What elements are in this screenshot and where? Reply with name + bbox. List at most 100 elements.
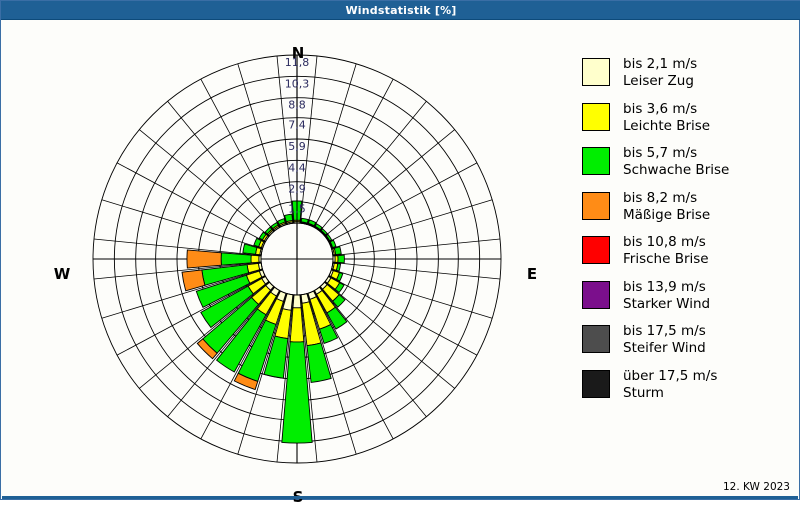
grid-spoke: [328, 275, 478, 356]
legend-speed-label: bis 8,2 m/s: [623, 189, 698, 206]
legend-name-label: Mäßige Brise: [623, 206, 711, 223]
grid-spoke: [101, 199, 263, 249]
rose-petal-segment: [325, 233, 333, 242]
rose-petal-segment: [276, 218, 286, 226]
rose-petal-segment: [337, 254, 345, 264]
grid-spoke: [167, 286, 275, 417]
rose-petal-segment: [200, 285, 254, 329]
rose-petal-segment: [334, 282, 345, 294]
rose-petal-segment: [263, 335, 289, 379]
legend-item[interactable]: bis 13,9 m/s Starker Wind: [582, 279, 797, 313]
grid-spoke: [93, 238, 262, 256]
radial-tick-label: 2,9: [288, 183, 306, 196]
rose-petal-segment: [242, 243, 258, 255]
rose-petal-segment: [264, 226, 273, 235]
window-title-bar: Windstatistik [%]: [1, 1, 800, 20]
grid-spoke: [139, 281, 270, 389]
legend-label: bis 2,1 m/s Leiser Zug: [623, 56, 697, 90]
legend-color-swatch: [582, 280, 610, 309]
grid-spoke: [307, 63, 357, 225]
legend-color-swatch: [582, 369, 610, 398]
rose-petal-segment: [326, 306, 348, 330]
legend-color-swatch: [582, 325, 610, 353]
grid-spoke: [313, 290, 394, 440]
legend-speed-label: bis 3,6 m/s: [623, 100, 698, 117]
grid-spoke: [328, 162, 478, 243]
grid-spoke: [237, 293, 287, 455]
grid-spoke: [300, 55, 318, 224]
grid-spoke: [300, 294, 318, 463]
grid-spoke: [332, 262, 501, 280]
grid-spoke: [319, 101, 427, 232]
rose-petal-segment: [314, 223, 323, 231]
radial-tick-label: 10,3: [285, 77, 310, 90]
rose-petal-segment: [250, 254, 260, 264]
window-title: Windstatistik [%]: [345, 3, 457, 17]
grid-spoke: [324, 281, 455, 389]
grid-spoke: [307, 293, 357, 455]
rose-petal-segment: [292, 294, 302, 309]
radial-tick-labels: 1,5 2,9 4,4 5,9 7,4 8,8 10,3 11,8: [285, 56, 310, 216]
grid-spoke: [167, 101, 275, 232]
legend-speed-label: bis 13,9 m/s: [623, 278, 706, 295]
grid-spoke: [276, 294, 294, 463]
legend-item[interactable]: bis 8,2 m/s Mäßige Brise: [582, 190, 797, 224]
legend-name-label: Frische Brise: [623, 251, 709, 267]
legend: bis 2,1 m/s Leiser Zug bis 3,6 m/s Leichte …: [582, 56, 797, 412]
legend-item[interactable]: bis 3,6 m/s Leichte Brise: [582, 101, 797, 135]
rose-petal-segment: [195, 274, 251, 308]
rose-petal-segment: [289, 307, 305, 343]
legend-label: bis 8,2 m/s Mäßige Brise: [623, 190, 710, 224]
legend-label: bis 5,7 m/s Schwache Brise: [623, 145, 729, 179]
compass-label-west: W: [53, 265, 71, 283]
legend-speed-label: bis 5,7 m/s: [623, 145, 698, 161]
rose-petal-segment: [253, 237, 262, 248]
radial-tick-label: 1,5: [288, 203, 306, 216]
rose-petal-segment: [329, 239, 337, 249]
rose-petals: [181, 200, 348, 444]
grid-spoke: [324, 129, 455, 237]
rose-petal-segment: [233, 372, 259, 391]
legend-item[interactable]: bis 2,1 m/s Leiser Zug: [582, 56, 797, 90]
legend-item[interactable]: bis 10,8 m/s Frische Brise: [582, 234, 797, 268]
legend-color-swatch: [582, 102, 610, 131]
wind-rose-chart: 1,5 2,9 4,4 5,9 7,4 8,8 10,3 11,8: [92, 54, 502, 464]
grid-spoke: [116, 275, 266, 356]
legend-speed-label: über 17,5 m/s: [623, 367, 718, 384]
rose-petal-segment: [181, 269, 206, 292]
footer-week-label: 12. KW 2023: [723, 481, 790, 493]
rose-petal-segment: [332, 294, 346, 308]
radial-tick-label: 11,8: [285, 56, 310, 69]
rose-petal-segment: [307, 219, 317, 227]
legend-item[interactable]: über 17,5 m/s Sturm: [582, 368, 797, 402]
rose-petal-segment: [318, 323, 339, 345]
grid-spoke: [313, 78, 394, 228]
rose-petal-segment: [336, 272, 344, 282]
legend-name-label: Leichte Brise: [623, 117, 711, 134]
window-bottom-bar: [2, 496, 798, 499]
radial-tick-label: 7,4: [288, 119, 306, 132]
legend-item[interactable]: bis 17,5 m/s Steifer Wind: [582, 323, 797, 357]
radial-tick-label: 5,9: [288, 140, 306, 153]
rose-petal-segment: [320, 228, 328, 236]
polar-grid-top: [260, 55, 334, 296]
grid-spoke: [276, 55, 294, 224]
radial-tick-label: 8,8: [288, 99, 306, 112]
legend-name-label: Starker Wind: [623, 295, 711, 312]
legend-name-label: Steifer Wind: [623, 340, 706, 356]
legend-item[interactable]: bis 5,7 m/s Schwache Brise: [582, 145, 797, 179]
legend-speed-label: bis 17,5 m/s: [623, 323, 706, 339]
grid-spoke: [200, 290, 281, 440]
rose-petal-segment: [300, 217, 309, 224]
chart-plot-area: 1,52,94,45,97,48,810,311,8 N E S W bis 2…: [2, 20, 798, 506]
legend-label: bis 10,8 m/s Frische Brise: [623, 234, 709, 268]
grid-spoke: [116, 162, 266, 243]
grid-spoke: [101, 269, 263, 319]
legend-name-label: Sturm: [623, 384, 664, 401]
grid-spoke: [237, 63, 287, 225]
legend-color-swatch: [582, 147, 610, 175]
rose-petal-segment: [283, 213, 294, 223]
rose-petal-segment: [281, 341, 313, 444]
rose-petal-segment: [186, 249, 222, 269]
legend-label: bis 17,5 m/s Steifer Wind: [623, 323, 706, 357]
